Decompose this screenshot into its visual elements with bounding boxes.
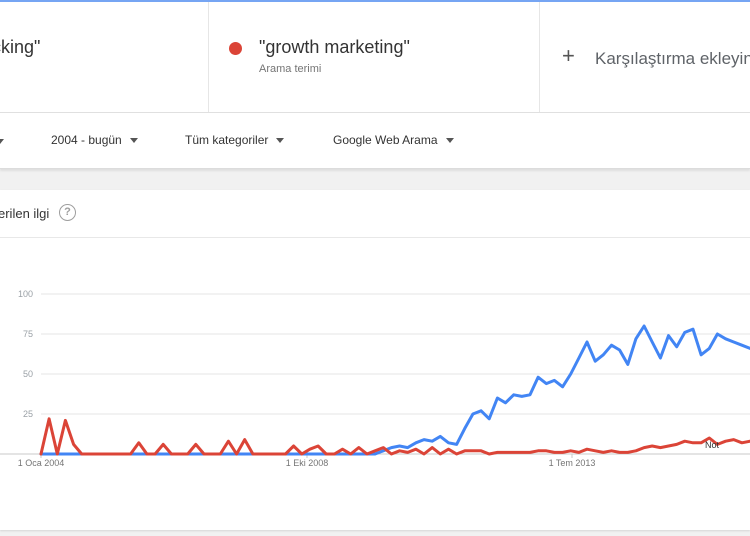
term-card-2[interactable]: "growth marketing" Arama terimi <box>209 2 540 112</box>
filter-bar: 2004 - bugün Tüm kategoriler Google Web … <box>0 113 750 169</box>
interest-over-time-card: erilen ilgi ? 100 75 50 25 1 Oca 2004 1 Eki 2… <box>0 190 750 530</box>
y-tick-label: 100 <box>18 289 33 299</box>
plus-icon: + <box>562 43 575 68</box>
x-tick-label: 1 Oca 2004 <box>18 458 65 468</box>
card-divider <box>0 237 750 238</box>
search-type-label: Google Web Arama <box>333 133 438 147</box>
top-accent-bar <box>0 0 750 2</box>
x-tick-label: 1 Eki 2008 <box>286 458 329 468</box>
add-comparison-button[interactable]: + Karşılaştırma ekleyin <box>540 2 750 112</box>
help-icon[interactable]: ? <box>59 204 76 221</box>
term-card-1[interactable]: cking" <box>0 2 209 112</box>
interest-line-chart[interactable]: 100 75 50 25 1 Oca 2004 1 Eki 2008 1 Tem 2013 N… <box>0 190 750 530</box>
chart-annotation-note: Not <box>705 440 720 450</box>
search-type-dropdown[interactable]: Google Web Arama <box>333 133 454 147</box>
y-tick-label: 75 <box>23 329 33 339</box>
time-range-label: 2004 - bugün <box>51 133 122 147</box>
y-tick-label: 50 <box>23 369 33 379</box>
chevron-down-icon <box>276 138 285 144</box>
series-line-2 <box>39 417 750 456</box>
card-title: erilen ilgi <box>0 206 50 221</box>
y-tick-label: 25 <box>23 409 33 419</box>
x-tick-label: 1 Tem 2013 <box>549 458 596 468</box>
time-range-dropdown[interactable]: 2004 - bugün <box>51 133 138 147</box>
term-1-label: cking" <box>0 37 41 57</box>
category-label: Tüm kategoriler <box>185 133 269 147</box>
series-line-1 <box>39 324 750 456</box>
chevron-down-icon <box>129 138 138 144</box>
term-2-sublabel: Arama terimi <box>259 63 322 75</box>
search-terms-bar: cking" "growth marketing" Arama terimi +… <box>0 2 750 113</box>
term-2-label: "growth marketing" <box>259 37 410 57</box>
category-dropdown[interactable]: Tüm kategoriler <box>185 133 285 147</box>
chevron-down-icon <box>445 138 454 144</box>
add-comparison-label: Karşılaştırma ekleyin <box>595 49 750 68</box>
term-2-color-dot-icon <box>229 42 242 55</box>
region-dropdown-chevron-down-icon[interactable] <box>0 139 4 144</box>
